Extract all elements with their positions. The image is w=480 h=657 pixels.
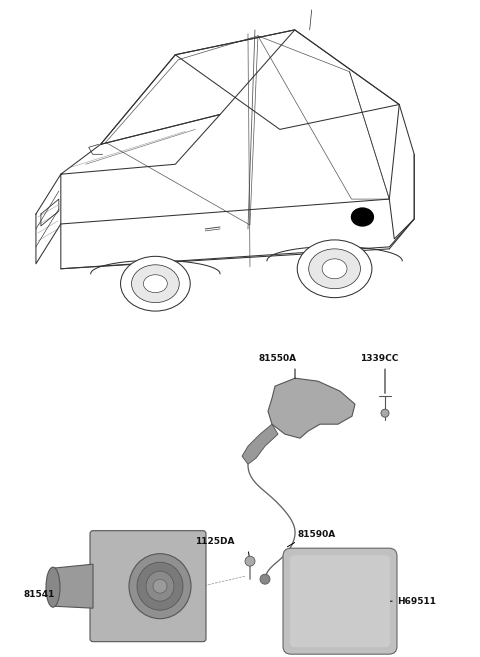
Ellipse shape [322, 259, 347, 279]
Polygon shape [53, 564, 93, 608]
Text: 1339CC: 1339CC [360, 353, 398, 363]
Text: 81590A: 81590A [298, 530, 336, 539]
FancyBboxPatch shape [90, 531, 206, 642]
Text: 81550A: 81550A [259, 353, 297, 363]
Ellipse shape [153, 579, 167, 593]
Circle shape [381, 409, 389, 417]
Ellipse shape [309, 249, 360, 288]
FancyBboxPatch shape [290, 555, 390, 647]
Ellipse shape [46, 567, 60, 607]
Ellipse shape [120, 256, 190, 311]
Text: H69511: H69511 [397, 597, 436, 606]
Ellipse shape [144, 275, 168, 292]
Ellipse shape [297, 240, 372, 298]
Circle shape [260, 574, 270, 584]
Ellipse shape [351, 208, 373, 226]
Text: 1125DA: 1125DA [195, 537, 235, 546]
Circle shape [245, 556, 255, 566]
Ellipse shape [132, 265, 179, 303]
FancyBboxPatch shape [283, 548, 397, 654]
Ellipse shape [146, 571, 174, 601]
Text: 81541: 81541 [24, 590, 55, 599]
Polygon shape [268, 378, 355, 438]
Ellipse shape [137, 562, 183, 610]
Ellipse shape [129, 554, 191, 619]
Polygon shape [242, 424, 278, 464]
